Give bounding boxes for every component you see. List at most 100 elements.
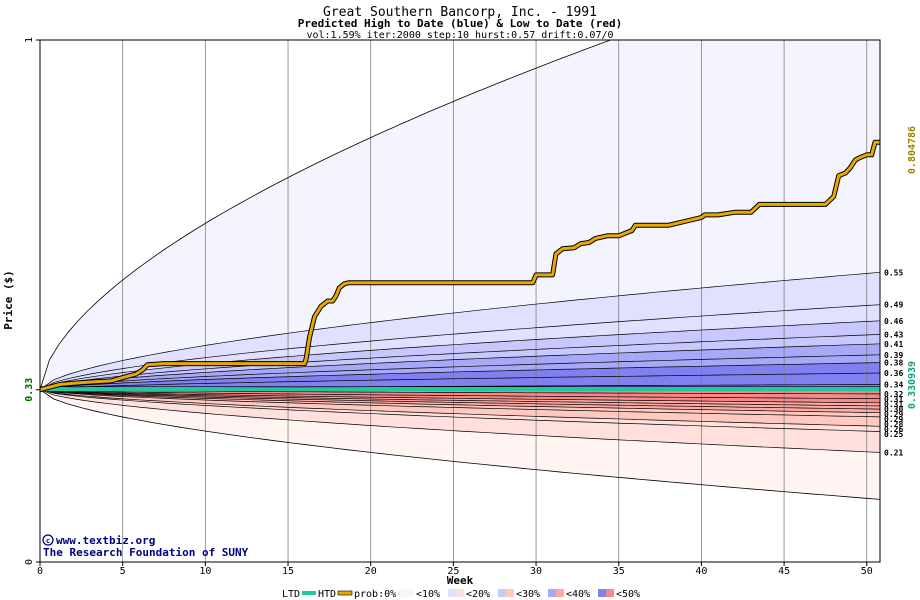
x-tick-label: 35 — [613, 566, 625, 577]
high-percentile-line — [39, 372, 881, 391]
legend-bin-swatch-red — [506, 589, 514, 597]
lower-envelope-line — [39, 389, 881, 500]
high-percentile-line — [39, 320, 881, 391]
high-percentile-line — [39, 304, 881, 391]
upper-envelope-line — [39, 39, 880, 390]
percentile-label: 0.39 — [884, 351, 903, 360]
legend-bin-label: <20% — [466, 589, 490, 600]
high-percentile-line — [39, 343, 881, 391]
legend-bin-swatch-blue — [448, 589, 456, 597]
legend-bin-swatch-blue — [548, 589, 556, 597]
legend-bin-label: <10% — [416, 589, 440, 600]
low-band-7 — [40, 389, 880, 427]
percentile-label: 0.36 — [884, 369, 903, 378]
legend-bin-swatch-blue — [398, 589, 406, 597]
low-percentile-line — [39, 389, 881, 410]
percentile-label: 0.34 — [884, 381, 903, 390]
low-percentile-line — [39, 389, 881, 399]
legend-bin-label: <40% — [566, 589, 590, 600]
percentile-label: 0.29 — [884, 415, 903, 424]
credit-org: The Research Foundation of SUNY — [43, 546, 249, 559]
legend-bin-swatch-red — [556, 589, 564, 597]
x-tick-label: 45 — [778, 566, 790, 577]
high-percentile-line — [39, 334, 881, 391]
low-percentile-line — [39, 389, 881, 432]
y-tick-label: 0 — [24, 559, 35, 565]
high-band-6 — [40, 354, 880, 390]
low-percentile-line — [39, 389, 881, 418]
legend-prob-label: prob:0% — [354, 589, 396, 600]
low-band-6 — [40, 389, 880, 417]
percentile-label: 0.38 — [884, 359, 903, 368]
high-band-1 — [40, 272, 880, 390]
legend-bin-swatch-red — [406, 589, 414, 597]
high-band-5 — [40, 343, 880, 390]
chart-params: vol:1.59% iter:2000 step:10 hurst:0.57 d… — [306, 30, 613, 41]
legend-ltd-label: LTD — [282, 589, 300, 600]
x-tick-label: 25 — [447, 566, 459, 577]
chart-subtitle: Predicted High to Date (blue) & Low to D… — [298, 17, 623, 30]
x-tick-label: 50 — [861, 566, 873, 577]
percentile-label: 0.41 — [884, 340, 903, 349]
percentile-label: 0.46 — [884, 317, 903, 326]
htd-final-value: 0.804786 — [907, 126, 918, 174]
percentile-label: 0.25 — [884, 430, 903, 439]
y-tick-label: 1 — [24, 37, 35, 43]
high-band-8 — [40, 373, 880, 390]
percentile-label: 0.30 — [884, 405, 903, 414]
low-band-8 — [40, 389, 880, 432]
plot-frame — [39, 39, 881, 563]
percentile-label: 0.31 — [884, 395, 903, 404]
percentile-label: 0.55 — [884, 268, 903, 277]
percentile-label: 0.26 — [884, 425, 903, 434]
copyright-icon — [42, 534, 54, 546]
x-tick-label: 40 — [695, 566, 707, 577]
legend-bin-label: <50% — [616, 589, 640, 600]
low-band-3 — [40, 389, 880, 406]
legend-bin-swatch-blue — [498, 589, 506, 597]
grid-lines — [122, 40, 868, 562]
low-percentile-line — [39, 389, 881, 453]
legend-ltd-swatch — [302, 591, 316, 595]
legend-bin-label: <30% — [516, 589, 540, 600]
right-percentile-labels: 0.55 0.49 0.46 0.430.41 0.390.380.36 0.340.32… — [884, 268, 903, 457]
legend-bin-swatch-red — [456, 589, 464, 597]
ltd-final-value: 0.330939 — [907, 361, 918, 409]
legend: LTD HTD prob:0% <10% <20% <30% <40% <50% — [282, 589, 640, 600]
y-tick-label: 0.33 — [24, 378, 35, 402]
percentile-label: 0.29 — [884, 410, 903, 419]
low-band-4 — [40, 389, 880, 410]
low-band-5 — [40, 389, 880, 413]
x-tick-label: 10 — [199, 566, 211, 577]
low-percentile-line — [39, 389, 881, 414]
chart-title: Great Southern Bancorp, Inc. - 1991 — [323, 5, 597, 20]
x-axis-label: Week — [447, 574, 474, 587]
series-lines — [39, 139, 880, 393]
legend-bin-swatch-blue — [598, 589, 606, 597]
x-tick-label: 5 — [120, 566, 126, 577]
percentile-label: 0.28 — [884, 420, 903, 429]
percentile-label: 0.43 — [884, 330, 903, 339]
legend-bin-swatch-red — [606, 589, 614, 597]
high-band-3 — [40, 320, 880, 390]
htd-line — [39, 140, 880, 392]
high-percentile-line — [39, 362, 881, 391]
percentile-label: 0.49 — [884, 301, 903, 310]
x-tick-label: 20 — [365, 566, 377, 577]
low-band-2 — [40, 389, 880, 403]
percentile-label: 0.31 — [884, 400, 903, 409]
low-percentile-line — [39, 389, 881, 404]
high-band-0 — [40, 40, 880, 390]
y-axis-label: Price ($) — [2, 270, 15, 330]
copyright-glyph: c — [46, 537, 50, 545]
legend-htd-swatch — [337, 590, 353, 596]
low-percentile-line — [39, 389, 881, 427]
high-percentile-line — [39, 354, 881, 391]
x-tick-label: 0 — [37, 566, 43, 577]
y-axis-ticks: 0 0.33 1 — [24, 37, 40, 565]
high-band-4 — [40, 334, 880, 390]
credit-block: c www.textbiz.org The Research Foundatio… — [42, 534, 249, 559]
percentile-label: 0.32 — [884, 390, 903, 399]
high-band-2 — [40, 304, 880, 390]
